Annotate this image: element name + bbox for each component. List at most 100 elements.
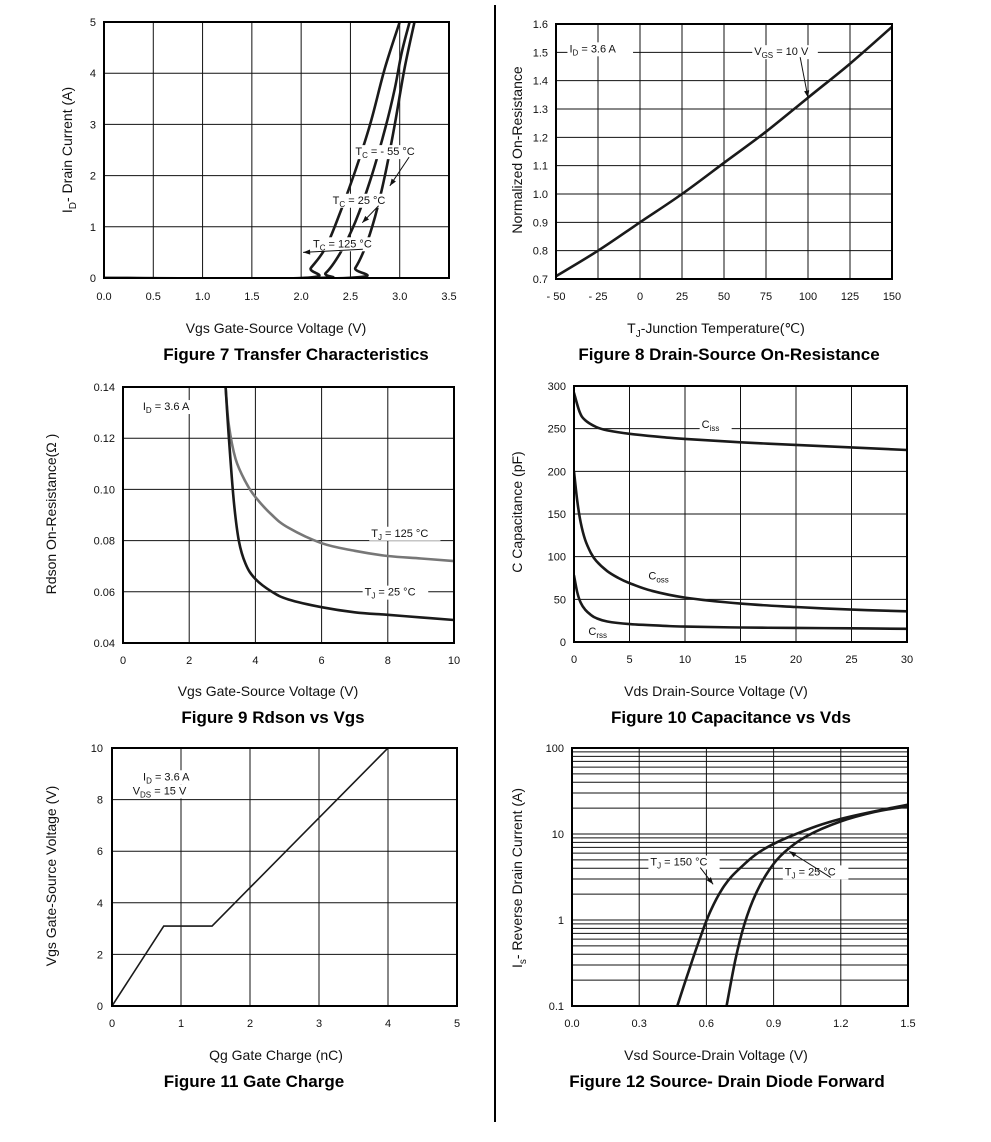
chart-7-marks: 0.0 0.5 1.0 1.5 2.0 2.5 3.0 3.5 0 1 2 3 4 5 TC = - 55 … <box>90 17 457 303</box>
y-tick-label: 0.14 <box>94 382 115 394</box>
y-axis-label: Rdson On-Resistance(Ω ) <box>43 434 59 595</box>
y-tick-label: 1.0 <box>533 189 548 201</box>
annotation-bg <box>362 585 429 600</box>
y-tick-label: 50 <box>554 594 566 606</box>
x-tick-label: 3.5 <box>441 291 456 303</box>
annotation-bg <box>782 865 849 880</box>
y-tick-label: 150 <box>548 509 566 521</box>
y-tick-label: 2 <box>90 171 96 183</box>
annotation-arrowhead <box>706 877 714 885</box>
x-tick-label: 0.9 <box>766 1018 781 1030</box>
series-line-1 <box>104 22 411 278</box>
x-tick-label: 2 <box>186 655 192 667</box>
x-tick-label: 1.0 <box>195 291 210 303</box>
y-tick-label: 3 <box>90 119 96 131</box>
x-tick-label: - 50 <box>547 291 566 303</box>
annotation-label: Coss <box>648 571 668 585</box>
x-tick-label: 6 <box>319 655 325 667</box>
x-tick-label: 10 <box>679 654 691 666</box>
figure-8: - 50 - 25 0 25 50 75 100 125 150 0.7 0.8 0.9 1.0 1.1 1… <box>509 19 901 364</box>
annotation-bg <box>699 417 732 432</box>
figure-7: 0.0 0.5 1.0 1.5 2.0 2.5 3.0 3.5 0 1 2 3 4 5 TC = - 55 … <box>59 17 457 364</box>
x-tick-label: 1.5 <box>900 1018 915 1030</box>
series-group <box>112 748 389 1006</box>
y-axis-label: ID- Drain Current (A) <box>59 87 79 213</box>
x-tick-label: 75 <box>760 291 772 303</box>
x-tick-label: 0 <box>637 291 643 303</box>
annotation-bg <box>353 145 431 160</box>
annotation-label: TC = 125 °C <box>313 238 372 252</box>
annotation-label: TJ = 125 °C <box>371 528 428 542</box>
x-tick-label: 4 <box>252 655 258 667</box>
y-tick-label: 10 <box>552 829 564 841</box>
series-group <box>574 391 907 631</box>
series-line-3 <box>104 22 401 278</box>
annotation-label: ID = 3.6 A <box>569 43 616 57</box>
x-tick-label: 20 <box>790 654 802 666</box>
plot-frame <box>571 747 909 1007</box>
chart-12-marks: 0.0 0.3 0.6 0.9 1.2 1.5 0.1 1 10 100 TJ = 150 °C TJ… <box>546 743 916 1030</box>
figure-caption: Figure 11 Gate Charge <box>164 1072 344 1091</box>
x-tick-label: 15 <box>734 654 746 666</box>
annotation-label: TJ = 150 °C <box>650 857 707 871</box>
x-axis-label: Vgs Gate-Source Voltage (V) <box>178 683 359 699</box>
annotation-bg <box>752 45 818 60</box>
series-line-2 <box>574 470 907 613</box>
x-axis-label: Vgs Gate-Source Voltage (V) <box>186 320 367 336</box>
x-tick-label: 150 <box>883 291 901 303</box>
annotation-label: Ciss <box>702 419 720 433</box>
annotation-bg <box>586 625 619 640</box>
series-line-2 <box>725 805 908 1006</box>
x-tick-label: 0.5 <box>146 291 161 303</box>
y-tick-label: 1.5 <box>533 47 548 59</box>
annotation-label: TJ = 25 °C <box>785 866 836 880</box>
figure-caption: Figure 12 Source- Drain Diode Forward <box>569 1072 885 1091</box>
annotation-bg <box>140 400 207 415</box>
annotation-bg <box>130 784 197 799</box>
annotation-bg <box>648 855 720 870</box>
y-tick-label: 1.1 <box>533 161 548 173</box>
x-tick-label: 100 <box>799 291 817 303</box>
annotation-bg <box>567 42 634 57</box>
x-tick-label: - 25 <box>589 291 608 303</box>
annotation-arrowhead <box>789 851 797 858</box>
figure-12: 0.0 0.3 0.6 0.9 1.2 1.5 0.1 1 10 100 TJ = 150 °C TJ… <box>509 743 916 1091</box>
series-line-1 <box>556 25 892 278</box>
figure-10: 0 5 10 15 20 25 30050100150200250300CissCossCr… <box>509 381 913 727</box>
y-tick-label: 200 <box>548 466 566 478</box>
annotation-label: VDS = 15 V <box>133 785 187 799</box>
y-tick-label: 5 <box>90 17 96 29</box>
annotation-bg <box>330 193 397 208</box>
y-tick-label: 1.2 <box>533 132 548 144</box>
series-group <box>556 25 892 278</box>
series-group <box>224 387 454 622</box>
annotation-label: TC = 25 °C <box>333 195 386 209</box>
x-tick-label: 25 <box>676 291 688 303</box>
x-tick-label: 0 <box>120 655 126 667</box>
plot-frame <box>555 23 893 280</box>
x-axis-label: TJ-Junction Temperature(℃) <box>627 320 805 340</box>
annotation-arrowhead <box>389 178 396 186</box>
series-line-3 <box>574 574 907 631</box>
y-tick-label: 1.3 <box>533 104 548 116</box>
y-tick-label: 0.04 <box>94 638 115 650</box>
y-tick-label: 0.12 <box>94 433 115 445</box>
y-tick-label: 1 <box>90 222 96 234</box>
plot-frame <box>103 21 450 279</box>
x-tick-label: 5 <box>454 1018 460 1030</box>
y-tick-label: 0.1 <box>549 1001 564 1013</box>
x-axis-label: Vsd Source-Drain Voltage (V) <box>624 1047 808 1063</box>
annotation-label: ID = 3.6 A <box>143 401 190 415</box>
annotation-bg <box>141 770 207 785</box>
x-axis-label: Vds Drain-Source Voltage (V) <box>624 683 808 699</box>
x-tick-label: 1.2 <box>833 1018 848 1030</box>
x-tick-label: 0.3 <box>632 1018 647 1030</box>
series-line-1 <box>574 391 907 452</box>
y-tick-label: 0 <box>560 637 566 649</box>
figure-caption: Figure 8 Drain-Source On-Resistance <box>578 345 879 364</box>
figure-caption: Figure 7 Transfer Characteristics <box>163 345 429 364</box>
series-line-1 <box>112 748 389 1006</box>
